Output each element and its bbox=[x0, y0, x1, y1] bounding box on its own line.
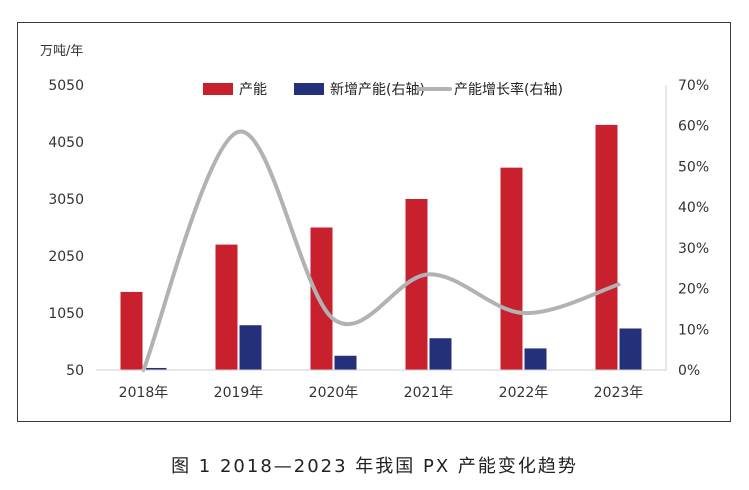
right-tick-label: 30% bbox=[678, 241, 709, 257]
bar-new-capacity bbox=[524, 348, 547, 370]
legend-swatch bbox=[294, 83, 324, 95]
right-tick-label: 50% bbox=[678, 159, 709, 175]
legend-label: 新增产能(右轴) bbox=[330, 82, 425, 98]
bar-capacity bbox=[310, 227, 333, 370]
bar-capacity bbox=[500, 167, 523, 370]
bar-new-capacity bbox=[334, 355, 357, 370]
left-tick-label: 2050 bbox=[48, 249, 84, 265]
legend-label: 产能 bbox=[239, 82, 267, 98]
left-tick-label: 3050 bbox=[48, 192, 84, 208]
unit-label: 万吨/年 bbox=[40, 44, 83, 59]
bar-series bbox=[120, 124, 642, 371]
x-tick-label: 2022年 bbox=[499, 385, 549, 401]
bar-new-capacity bbox=[144, 367, 167, 370]
right-tick-label: 40% bbox=[678, 200, 709, 216]
legend-label: 产能增长率(右轴) bbox=[454, 81, 563, 98]
x-tick-label: 2018年 bbox=[119, 385, 169, 401]
right-tick-label: 70% bbox=[678, 78, 709, 94]
bar-new-capacity bbox=[239, 325, 262, 370]
x-tick-label: 2021年 bbox=[404, 385, 454, 401]
growth-rate-line bbox=[141, 129, 621, 372]
x-tick-label: 2020年 bbox=[309, 385, 359, 401]
left-tick-label: 1050 bbox=[48, 306, 84, 322]
right-tick-label: 0% bbox=[678, 363, 700, 379]
legend-swatch bbox=[203, 83, 233, 95]
right-axis: 0% 10% 20% 30% 40% 50% 60% 70% bbox=[665, 78, 709, 379]
legend: 产能 新增产能(右轴) 产能增长率(右轴) bbox=[203, 81, 563, 98]
bar-capacity bbox=[405, 199, 428, 370]
left-axis: 50 1050 2050 3050 4050 5050 bbox=[48, 78, 84, 379]
bar-capacity bbox=[215, 244, 238, 370]
right-tick-label: 10% bbox=[678, 322, 709, 338]
left-tick-label: 5050 bbox=[48, 78, 84, 94]
bar-capacity bbox=[595, 124, 618, 371]
figure-caption: 图 1 2018—2023 年我国 PX 产能变化趋势 bbox=[171, 456, 578, 477]
x-axis: 2018年 2019年 2020年 2021年 2022年 2023年 bbox=[96, 369, 666, 401]
bar-capacity bbox=[120, 291, 143, 370]
right-tick-label: 20% bbox=[678, 282, 709, 298]
left-tick-label: 50 bbox=[66, 363, 84, 379]
bar-new-capacity bbox=[619, 328, 642, 370]
x-tick-label: 2019年 bbox=[214, 385, 264, 401]
growth-rate-path bbox=[141, 129, 621, 372]
chart: 万吨/年 50 1050 2050 3050 4050 5050 0% 10% 20% 30% 4… bbox=[40, 44, 709, 401]
chart-frame: 万吨/年 50 1050 2050 3050 4050 5050 0% 10% 20% 30% 4… bbox=[17, 22, 731, 422]
x-tick-label: 2023年 bbox=[594, 385, 644, 401]
left-tick-label: 4050 bbox=[48, 135, 84, 151]
bar-new-capacity bbox=[429, 338, 452, 370]
right-tick-label: 60% bbox=[678, 119, 709, 135]
